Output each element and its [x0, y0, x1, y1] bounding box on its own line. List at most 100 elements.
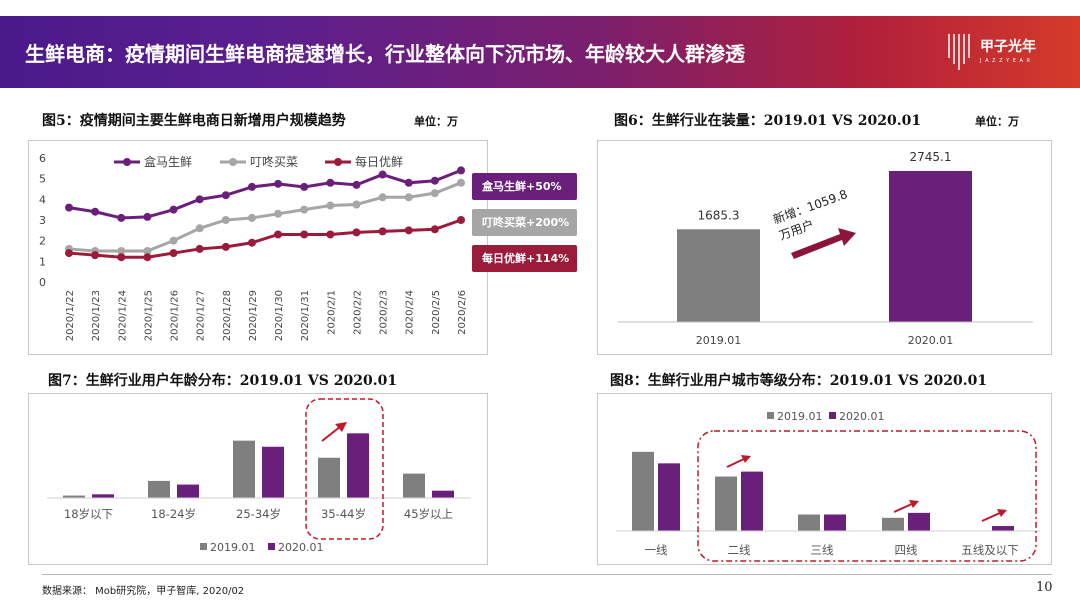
data-point	[65, 203, 73, 212]
data-point	[247, 182, 256, 191]
data-point	[91, 207, 100, 216]
x-tick-label: 25-34岁	[236, 507, 281, 521]
x-tick-label: 2020/1/27	[196, 290, 207, 341]
data-point	[300, 182, 309, 191]
x-tick-label: 45岁以上	[404, 507, 453, 521]
data-point	[117, 247, 126, 255]
data-point	[195, 195, 204, 204]
data-point	[117, 213, 126, 222]
data-point	[430, 176, 439, 185]
fig6-unit: 单位：万	[975, 115, 1019, 128]
data-point	[352, 228, 361, 237]
y-tick-label: 5	[39, 173, 46, 186]
data-point	[378, 193, 387, 202]
fig5-unit: 单位：万	[414, 115, 458, 128]
legend-marker	[229, 158, 237, 166]
fig6-chart-panel: 1685.3 2019.01 2745.1 2020.01 新增：1059.8 万用户	[597, 140, 1052, 355]
highlight-frame	[697, 430, 1037, 562]
x-tick-label: 三线	[811, 543, 834, 557]
x-tick-label: 2020/1/29	[248, 290, 259, 341]
x-tick-label: 五线及以下	[961, 543, 1019, 557]
data-point	[221, 191, 230, 200]
page-number: 10	[1036, 580, 1053, 595]
legend-label: 2020.01	[278, 541, 324, 554]
bar-2020.01-五线及以下	[992, 526, 1014, 531]
fig7-bar-chart: 18岁以下 18-24岁 25-34岁 35-44岁 45岁以上 2019.01 2020.…	[47, 398, 471, 554]
logo-mark-icon	[948, 34, 970, 70]
trend-arrow-icon	[726, 457, 747, 468]
bar-2019.01-18-24岁	[148, 480, 170, 498]
data-point	[143, 253, 152, 262]
y-tick-label: 3	[39, 214, 46, 227]
legend-label: 2020.01	[839, 410, 885, 423]
series-line-2	[68, 218, 462, 259]
x-tick-label: 2020/2/1	[326, 290, 337, 335]
bar-2019.01-四线	[882, 517, 904, 531]
page-title: 生鲜电商：疫情期间生鲜电商提速增长，行业整体向下沉市场、年龄较大人群渗透	[25, 42, 745, 66]
legend-label: 每日优鲜	[355, 154, 403, 169]
growth-arrow-icon	[791, 228, 856, 259]
x-tick-label: 2020/1/23	[91, 290, 102, 341]
y-tick-label: 0	[39, 276, 46, 289]
data-point	[274, 179, 283, 188]
trend-arrowhead-icon	[335, 422, 347, 432]
legend-swatch	[829, 412, 836, 419]
data-point	[65, 249, 73, 258]
footer-source: 数据来源： Mob研究院，甲子智库, 2020/02	[42, 586, 245, 597]
logo-text: 甲子光年	[980, 39, 1036, 55]
header-banner: 生鲜电商：疫情期间生鲜电商提速增长，行业整体向下沉市场、年龄较大人群渗透 甲子光…	[0, 16, 1080, 88]
y-tick-label: 6	[39, 152, 46, 165]
data-point	[221, 242, 230, 251]
fig6-title: 图6：生鲜行业在装量：2019.01 VS 2020.01	[614, 113, 922, 129]
bar-2019.01-35-44岁	[318, 457, 340, 498]
bar-2019.01-三线	[798, 514, 820, 531]
data-point	[300, 205, 309, 214]
data-point	[195, 224, 204, 233]
y-tick-label: 4	[39, 193, 46, 206]
data-point	[430, 189, 439, 198]
y-tick-label: 2	[39, 235, 46, 248]
data-point	[221, 216, 230, 224]
bar-2020.01-35-44岁	[347, 433, 369, 498]
fig5-chart-panel: 0 1 2 3 4 5 6 2020/1/22 2020/1/23 2020/1/24 2020/1…	[28, 140, 488, 355]
trend-arrowhead-icon	[997, 509, 1007, 517]
x-tick-label: 2020/1/24	[117, 290, 128, 341]
data-point	[378, 227, 387, 236]
data-label: 2745.1	[910, 150, 952, 164]
x-tick-label: 2020.01	[908, 334, 954, 347]
trend-arrow-icon	[321, 425, 342, 442]
data-point	[300, 230, 309, 239]
bar-2020.01-三线	[824, 514, 846, 531]
bar-2020.01	[889, 171, 972, 322]
data-point	[352, 180, 361, 189]
x-tick-label: 2020/1/31	[300, 290, 311, 341]
bar-2019.01-一线	[632, 451, 654, 531]
fig5-line-chart: 0 1 2 3 4 5 6 2020/1/22 2020/1/23 2020/1/24 2020/1…	[39, 152, 468, 341]
data-point	[326, 178, 335, 187]
x-tick-label: 2020/2/2	[352, 290, 363, 335]
logo: 甲子光年 J A Z Z Y E A R	[946, 32, 1066, 76]
data-point	[169, 249, 178, 258]
trend-arrowhead-icon	[909, 500, 919, 508]
data-point	[404, 193, 413, 202]
fig5-callout-box: 叮咚买菜+200%	[472, 209, 577, 236]
bar-2020.01-一线	[658, 463, 680, 531]
trend-arrow-icon	[981, 511, 1003, 522]
fig5-callout-box: 每日优鲜+114%	[472, 245, 577, 272]
fig5-callout-box: 盒马生鲜+50%	[472, 173, 577, 200]
x-tick-label: 2020/1/30	[274, 290, 285, 341]
x-tick-label: 2020/1/28	[222, 290, 233, 341]
bar-2019.01-18岁以下	[63, 495, 85, 498]
data-point	[195, 244, 204, 253]
legend-swatch	[767, 412, 774, 419]
x-tick-label: 2020/1/22	[65, 290, 76, 341]
bar-2020.01-25-34岁	[262, 446, 284, 498]
x-tick-label: 2020/2/3	[379, 290, 390, 335]
data-point	[169, 205, 178, 214]
y-tick-label: 1	[39, 255, 46, 268]
x-tick-label: 2020/1/25	[143, 290, 154, 341]
data-point	[117, 253, 126, 262]
data-point	[326, 201, 335, 210]
x-tick-label: 35-44岁	[321, 507, 366, 521]
